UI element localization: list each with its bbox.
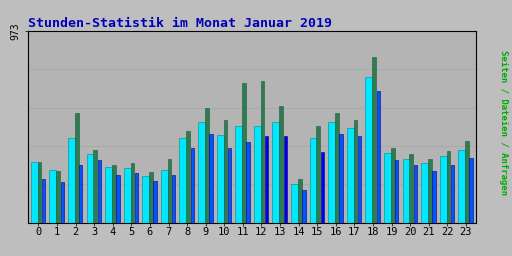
- Bar: [284, 136, 287, 223]
- Bar: [180, 138, 186, 223]
- Bar: [246, 142, 250, 223]
- Bar: [112, 165, 116, 223]
- Bar: [154, 181, 157, 223]
- Bar: [75, 113, 78, 223]
- Bar: [79, 165, 82, 223]
- Bar: [42, 179, 45, 223]
- Bar: [168, 158, 172, 223]
- Bar: [224, 120, 227, 223]
- Bar: [421, 163, 428, 223]
- Bar: [366, 77, 372, 223]
- Bar: [414, 165, 417, 223]
- Bar: [172, 175, 176, 223]
- Bar: [339, 134, 343, 223]
- Bar: [428, 158, 432, 223]
- Bar: [198, 122, 205, 223]
- Bar: [161, 170, 168, 223]
- Bar: [217, 135, 224, 223]
- Bar: [384, 153, 391, 223]
- Bar: [347, 128, 354, 223]
- Bar: [321, 152, 324, 223]
- Bar: [93, 150, 97, 223]
- Bar: [440, 156, 447, 223]
- Bar: [142, 176, 150, 223]
- Bar: [446, 151, 451, 223]
- Bar: [235, 126, 242, 223]
- Bar: [335, 113, 339, 223]
- Bar: [254, 126, 261, 223]
- Bar: [291, 184, 298, 223]
- Bar: [68, 138, 75, 223]
- Bar: [265, 136, 268, 223]
- Bar: [410, 154, 413, 223]
- Bar: [31, 162, 38, 223]
- Bar: [458, 150, 465, 223]
- Bar: [354, 120, 357, 223]
- Bar: [190, 148, 194, 223]
- Bar: [372, 57, 376, 223]
- Bar: [116, 175, 120, 223]
- Bar: [298, 179, 302, 223]
- Bar: [395, 159, 398, 223]
- Bar: [105, 167, 112, 223]
- Bar: [49, 170, 56, 223]
- Text: Stunden-Statistik im Monat Januar 2019: Stunden-Statistik im Monat Januar 2019: [28, 17, 332, 29]
- Bar: [316, 126, 320, 223]
- Bar: [242, 83, 246, 223]
- Bar: [470, 158, 473, 223]
- Bar: [310, 138, 316, 223]
- Bar: [391, 148, 395, 223]
- Bar: [209, 134, 212, 223]
- Bar: [280, 106, 283, 223]
- Bar: [124, 168, 131, 223]
- Bar: [302, 190, 306, 223]
- Bar: [358, 136, 361, 223]
- Bar: [328, 122, 335, 223]
- Bar: [135, 173, 138, 223]
- Bar: [376, 91, 380, 223]
- Bar: [186, 131, 190, 223]
- Bar: [432, 172, 436, 223]
- Bar: [451, 165, 454, 223]
- Bar: [60, 182, 64, 223]
- Text: Seiten / Dateien / Anfragen: Seiten / Dateien / Anfragen: [499, 50, 508, 195]
- Bar: [261, 81, 264, 223]
- Bar: [149, 172, 153, 223]
- Bar: [38, 162, 41, 223]
- Bar: [402, 158, 410, 223]
- Bar: [98, 159, 101, 223]
- Bar: [131, 163, 134, 223]
- Bar: [205, 108, 209, 223]
- Bar: [465, 141, 469, 223]
- Bar: [87, 154, 94, 223]
- Bar: [228, 148, 231, 223]
- Bar: [56, 172, 60, 223]
- Bar: [272, 122, 280, 223]
